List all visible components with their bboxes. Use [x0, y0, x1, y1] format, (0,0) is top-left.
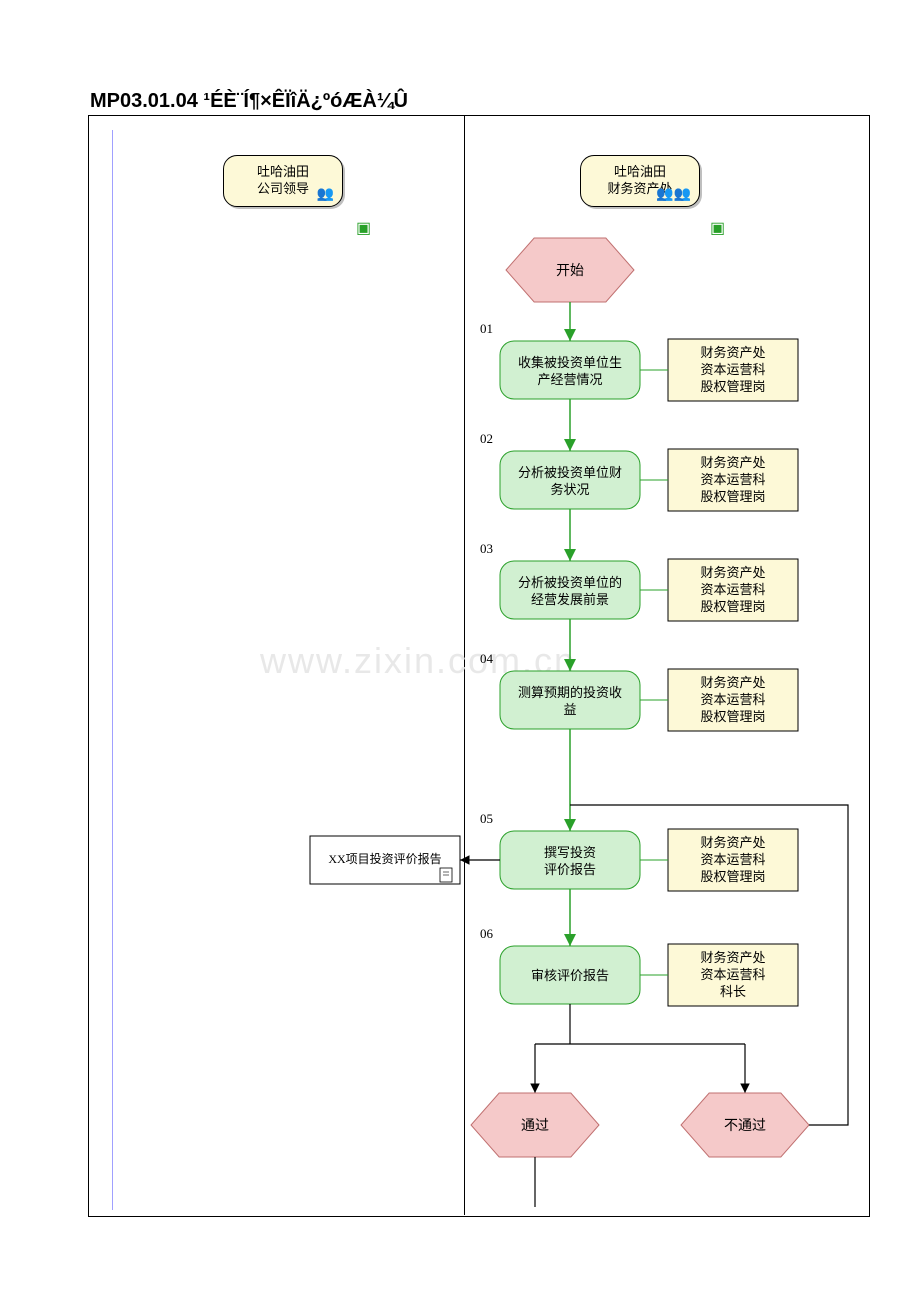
svg-text:股权管理岗: 股权管理岗 [700, 869, 765, 884]
svg-text:益: 益 [563, 702, 576, 717]
svg-text:审核评价报告: 审核评价报告 [531, 968, 609, 983]
svg-text:财务资产处: 财务资产处 [700, 950, 765, 965]
svg-text:财务资产处: 财务资产处 [700, 835, 765, 850]
diagram-svg: 开始01收集被投资单位生产经营情况财务资产处资本运营科股权管理岗02分析被投资单… [0, 0, 920, 1302]
svg-text:股权管理岗: 股权管理岗 [700, 379, 765, 394]
svg-text:产经营情况: 产经营情况 [537, 372, 602, 387]
svg-text:通过: 通过 [521, 1118, 549, 1134]
svg-text:资本运营科: 资本运营科 [700, 582, 765, 597]
svg-text:04: 04 [480, 651, 494, 666]
svg-text:分析被投资单位财: 分析被投资单位财 [518, 465, 622, 480]
svg-text:03: 03 [480, 541, 493, 556]
svg-text:资本运营科: 资本运营科 [700, 692, 765, 707]
svg-text:财务资产处: 财务资产处 [700, 455, 765, 470]
svg-text:开始: 开始 [556, 263, 584, 279]
svg-text:财务资产处: 财务资产处 [700, 675, 765, 690]
svg-text:评价报告: 评价报告 [544, 862, 596, 877]
svg-text:XX项目投资评价报告: XX项目投资评价报告 [328, 851, 441, 866]
svg-text:股权管理岗: 股权管理岗 [700, 599, 765, 614]
svg-text:测算预期的投资收: 测算预期的投资收 [518, 685, 622, 700]
svg-text:资本运营科: 资本运营科 [700, 967, 765, 982]
svg-text:股权管理岗: 股权管理岗 [700, 489, 765, 504]
svg-text:02: 02 [480, 431, 493, 446]
svg-text:资本运营科: 资本运营科 [700, 362, 765, 377]
svg-text:收集被投资单位生: 收集被投资单位生 [518, 355, 622, 370]
svg-text:不通过: 不通过 [724, 1118, 766, 1134]
svg-text:股权管理岗: 股权管理岗 [700, 709, 765, 724]
page-root: MP03.01.04 ¹ÉÈ¨Í¶×ÊÏîÄ¿ºóÆÀ¼Û 吐哈油田 公司领导 … [0, 0, 920, 1302]
svg-text:05: 05 [480, 811, 493, 826]
svg-text:经营发展前景: 经营发展前景 [531, 592, 609, 607]
svg-text:01: 01 [480, 321, 493, 336]
svg-text:财务资产处: 财务资产处 [700, 565, 765, 580]
svg-text:撰写投资: 撰写投资 [544, 845, 596, 860]
svg-text:务状况: 务状况 [550, 482, 589, 497]
svg-text:资本运营科: 资本运营科 [700, 852, 765, 867]
svg-text:06: 06 [480, 926, 494, 941]
svg-text:科长: 科长 [720, 984, 746, 999]
svg-text:财务资产处: 财务资产处 [700, 345, 765, 360]
svg-text:资本运营科: 资本运营科 [700, 472, 765, 487]
svg-text:分析被投资单位的: 分析被投资单位的 [518, 575, 622, 590]
